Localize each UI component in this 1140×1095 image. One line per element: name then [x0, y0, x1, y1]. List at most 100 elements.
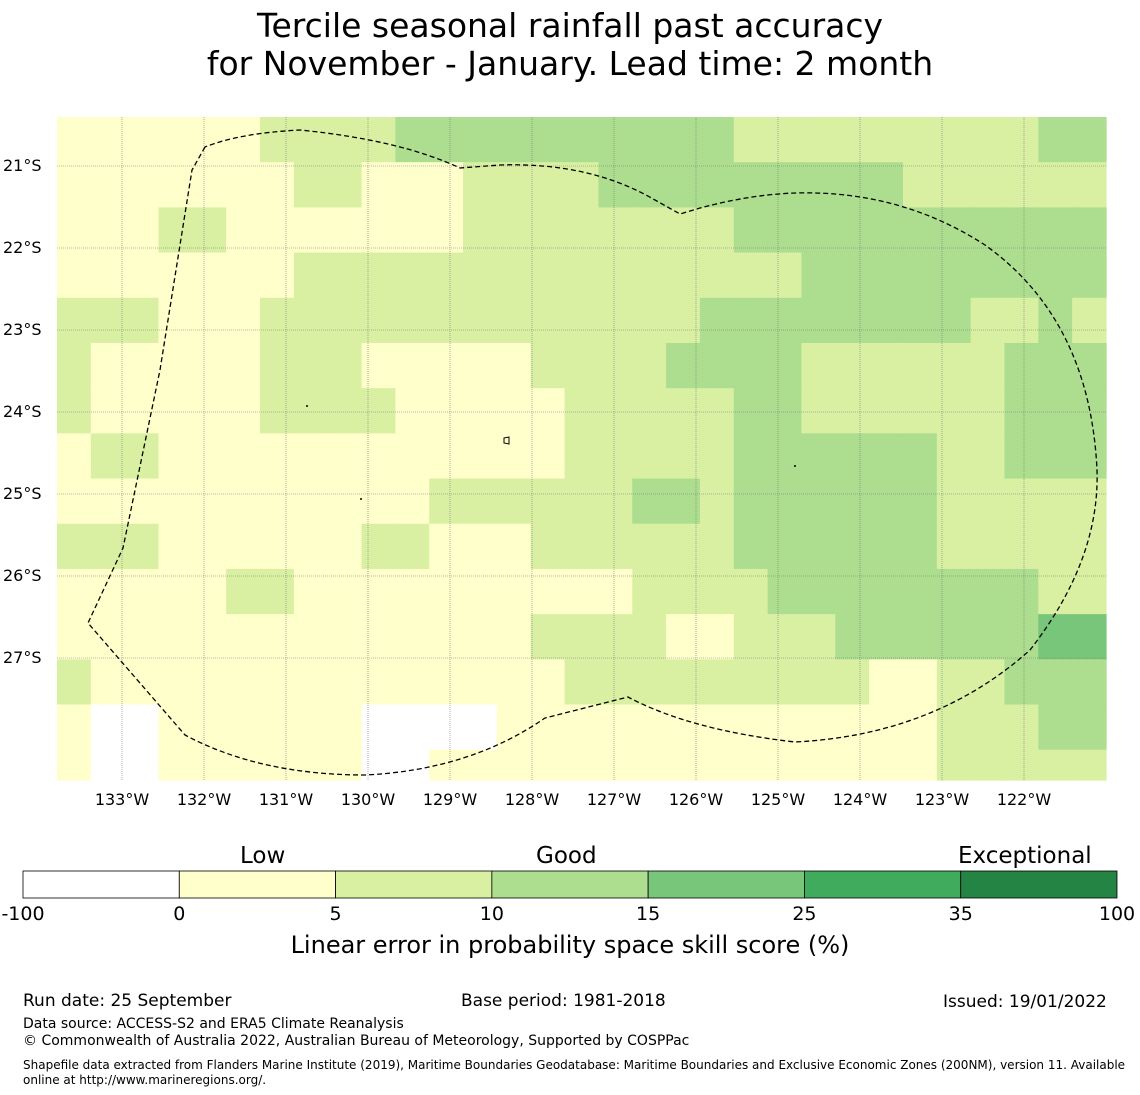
longitude-label: 133°W — [94, 790, 150, 809]
grid-cell — [158, 704, 193, 751]
grid-cell — [429, 749, 464, 781]
grid-cell — [733, 297, 769, 344]
grid-cell — [767, 704, 803, 751]
grid-cell — [530, 614, 566, 660]
grid-cell — [361, 749, 396, 781]
grid-cell — [1004, 433, 1039, 480]
grid-cell — [564, 433, 600, 480]
grid-cell — [158, 749, 193, 781]
grid-cell — [192, 478, 227, 525]
islet — [360, 498, 362, 500]
grid-cell — [666, 523, 701, 570]
grid-cell — [1004, 659, 1039, 706]
grid-cell — [1038, 342, 1073, 389]
grid-cell — [564, 252, 600, 299]
grid-cell — [835, 297, 870, 344]
grid-cell — [564, 207, 600, 254]
grid-cell — [158, 117, 193, 163]
grid-cell — [936, 433, 972, 480]
grid-cell — [124, 523, 160, 570]
grid-cell — [496, 388, 532, 434]
grid-cell — [57, 523, 92, 570]
grid-cell — [1038, 478, 1073, 525]
grid-cell — [699, 704, 735, 751]
grid-cell — [530, 207, 566, 254]
grid-cell — [564, 704, 600, 751]
data-source: Data source: ACCESS-S2 and ERA5 Climate … — [23, 1016, 404, 1032]
grid-cell — [632, 297, 667, 344]
grid-cell — [936, 388, 972, 434]
grid-cell — [90, 568, 126, 615]
grid-cell — [801, 207, 836, 254]
grid-cell — [90, 523, 126, 570]
grid-cell — [666, 478, 701, 525]
colorbar-tick-label: -100 — [1, 903, 45, 925]
grid-cell — [158, 568, 193, 615]
grid-cell — [1004, 749, 1039, 781]
grid-cell — [801, 568, 836, 615]
grid-cell — [598, 342, 633, 389]
grid-cell — [801, 659, 836, 706]
grid-cell — [395, 523, 430, 570]
grid-cell — [1004, 568, 1039, 615]
grid-cell — [260, 749, 295, 781]
grid-cell — [1038, 388, 1073, 434]
grid-cell — [260, 252, 295, 299]
grid-cell — [1072, 342, 1107, 389]
grid-cell — [463, 252, 498, 299]
grid-cell — [226, 614, 261, 660]
grid-cell — [395, 162, 430, 208]
grid-cell — [463, 117, 498, 163]
grid-cell — [1004, 207, 1039, 254]
grid-cell — [124, 659, 160, 706]
grid-cell — [226, 207, 261, 254]
grid-cell — [1072, 749, 1107, 781]
grid-cell — [902, 252, 938, 299]
grid-cell — [835, 659, 870, 706]
longitude-label: 123°W — [914, 790, 970, 809]
grid-cell — [936, 614, 972, 660]
grid-cell — [260, 704, 295, 751]
grid-cell — [530, 162, 566, 208]
grid-cell — [835, 207, 870, 254]
grid-cell — [767, 433, 803, 480]
grid-cell — [361, 704, 396, 751]
grid-cell — [90, 614, 126, 660]
grid-cell — [395, 297, 430, 344]
grid-cell — [767, 659, 803, 706]
grid-cell — [530, 478, 566, 525]
colorbar-swatch — [22, 870, 180, 899]
grid-cell — [835, 162, 870, 208]
grid-cell — [361, 433, 396, 480]
grid-cell — [936, 478, 972, 525]
grid-cell — [767, 342, 803, 389]
shapefile-credit: Shapefile data extracted from Flanders M… — [23, 1058, 1126, 1087]
grid-cell — [598, 704, 633, 751]
grid-cell — [970, 478, 1006, 525]
grid-cell — [970, 523, 1006, 570]
grid-cell — [327, 568, 363, 615]
grid-cell — [496, 342, 532, 389]
grid-cell — [192, 162, 227, 208]
grid-cell — [293, 388, 329, 434]
longitude-label: 131°W — [258, 790, 314, 809]
colorbar-swatch — [804, 870, 962, 899]
grid-cell — [260, 433, 295, 480]
grid-cell — [699, 162, 735, 208]
colorbar-category-good: Good — [536, 843, 597, 869]
grid-cell — [158, 523, 193, 570]
grid-cell — [429, 568, 464, 615]
grid-cell — [632, 388, 667, 434]
grid-cell — [936, 342, 972, 389]
grid-cell — [327, 342, 363, 389]
grid-cell — [936, 207, 972, 254]
grid-cell — [1004, 704, 1039, 751]
grid-cell — [835, 433, 870, 480]
grid-cell — [226, 568, 261, 615]
grid-cell — [767, 117, 803, 163]
grid-cell — [57, 568, 92, 615]
grid-cell — [632, 478, 667, 525]
grid-cell — [57, 162, 92, 208]
grid-cell — [395, 388, 430, 434]
grid-cell — [801, 297, 836, 344]
